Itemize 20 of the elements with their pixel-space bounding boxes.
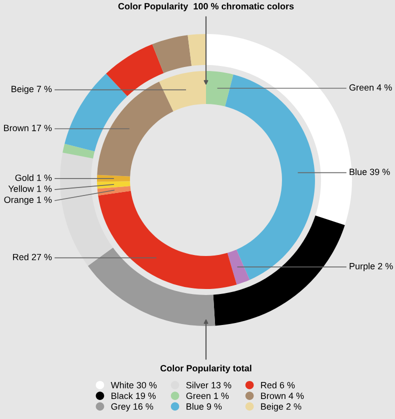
- slice-label: Color Popularity 100 % chromatic colors: [118, 2, 294, 12]
- category-label: Gold 1 %: [15, 174, 52, 181]
- legend-label: White 30 %: [110, 382, 157, 388]
- legend-label: Silver 13 %: [186, 382, 232, 388]
- category-label: Green 4 %: [349, 84, 392, 91]
- legend-label: Grey 16 %: [111, 403, 154, 412]
- category-label: Yellow 1 %: [8, 185, 52, 192]
- legend-label: Green 1 %: [186, 392, 229, 400]
- slice-label: Color Popularity total: [160, 364, 252, 374]
- legend-label: Brown 4 %: [261, 392, 304, 400]
- category-label: Blue 39 %: [350, 168, 390, 176]
- legend-label: Blue 9 %: [186, 403, 222, 410]
- legend-label: Beige 2 %: [261, 403, 302, 412]
- category-label: Beige 7 %: [12, 86, 52, 94]
- legend-label: Black 19 %: [112, 392, 156, 400]
- legend-label: Red 6 %: [261, 382, 295, 388]
- category-label: Brown 17 %: [4, 124, 52, 132]
- category-label: Purple 2 %: [350, 262, 393, 272]
- category-label: Orange 1 %: [4, 196, 52, 205]
- category-label: Red 27 %: [13, 254, 52, 260]
